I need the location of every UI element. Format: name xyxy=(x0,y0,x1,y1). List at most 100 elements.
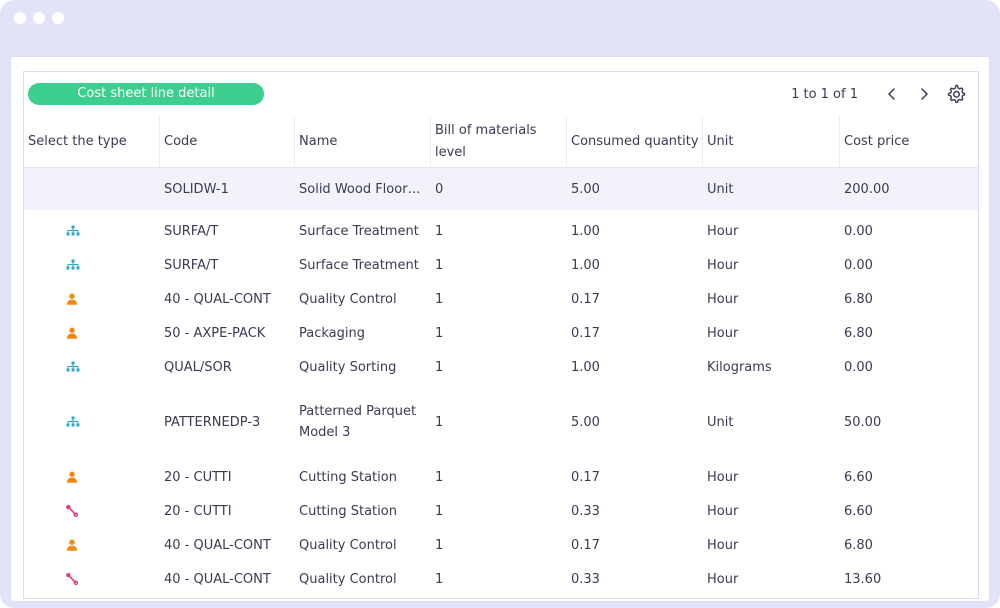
wrench-icon xyxy=(66,505,78,517)
cell-unit-text: Unit xyxy=(707,181,734,197)
previous-page-button[interactable] xyxy=(880,82,904,106)
window-dot-close[interactable] xyxy=(14,12,26,24)
cell-code: 40 - QUAL-CONT xyxy=(160,562,295,596)
cell-cost-price-text: 6.80 xyxy=(844,325,873,341)
cell-type[interactable] xyxy=(24,350,160,384)
table-row[interactable]: 20 - CUTTI Cutting Station 1 0.17 Hour 6.60 xyxy=(24,460,978,494)
cost-sheet-line-detail-button[interactable]: Cost sheet line detail xyxy=(28,83,264,105)
cell-name: Cutting Station xyxy=(295,460,431,494)
column-header-name[interactable]: Name xyxy=(295,116,431,168)
cell-name-text: Solid Wood Floor… xyxy=(299,181,421,197)
cell-bom-level-text: 1 xyxy=(435,537,444,553)
cell-consumed-quantity: 0.33 xyxy=(567,494,703,528)
column-header-type[interactable]: Select the type xyxy=(24,116,160,168)
cell-consumed-quantity: 5.00 xyxy=(567,168,703,210)
cell-consumed-quantity: 0.17 xyxy=(567,282,703,316)
cell-unit: Unit xyxy=(703,384,840,460)
cell-consumed-quantity-text: 1.00 xyxy=(571,359,600,375)
cell-type[interactable] xyxy=(24,214,160,248)
table-row[interactable]: SURFA/T Surface Treatment 1 1.00 Hour 0.00 xyxy=(24,214,978,248)
cell-code: SURFA/T xyxy=(160,214,295,248)
cell-bom-level-text: 1 xyxy=(435,223,444,239)
cell-consumed-quantity: 0.17 xyxy=(567,528,703,562)
cell-unit: Hour xyxy=(703,248,840,282)
cell-bom-level: 1 xyxy=(431,460,567,494)
cell-cost-price-text: 6.60 xyxy=(844,469,873,485)
cell-cost-price: 6.80 xyxy=(840,282,978,316)
cell-type[interactable] xyxy=(24,562,160,596)
cell-type[interactable] xyxy=(24,460,160,494)
cell-type[interactable] xyxy=(24,168,160,210)
table-row[interactable]: PATTERNEDP-3 Patterned Parquet Model 3 1 5.… xyxy=(24,384,978,460)
cell-cost-price: 0.00 xyxy=(840,214,978,248)
cell-unit: Kilograms xyxy=(703,350,840,384)
chevron-right-icon xyxy=(921,88,928,100)
cell-type[interactable] xyxy=(24,494,160,528)
table-row[interactable]: SURFA/T Surface Treatment 1 1.00 Hour 0.00 xyxy=(24,248,978,282)
table-header: Select the type Code Name Bill of materi… xyxy=(24,116,978,168)
window-dot-minimize[interactable] xyxy=(33,12,45,24)
cell-type[interactable] xyxy=(24,248,160,282)
person-icon xyxy=(66,293,78,305)
cell-code-text: 20 - CUTTI xyxy=(164,469,232,485)
cell-name: Quality Control xyxy=(295,562,431,596)
column-header-unit[interactable]: Unit xyxy=(703,116,840,168)
cell-unit-text: Hour xyxy=(707,469,739,485)
cell-type[interactable] xyxy=(24,316,160,350)
table-row[interactable]: 40 - QUAL-CONT Quality Control 1 0.17 Hour 6.… xyxy=(24,528,978,562)
cell-cost-price: 50.00 xyxy=(840,384,978,460)
cell-consumed-quantity-text: 0.33 xyxy=(571,571,600,587)
table-row[interactable]: 20 - CUTTI Cutting Station 1 0.33 Hour 6.60 xyxy=(24,494,978,528)
table-row[interactable]: QUAL/SOR Quality Sorting 1 1.00 Kilograms 0.0… xyxy=(24,350,978,384)
column-header-bom-level[interactable]: Bill of materials level xyxy=(431,116,567,168)
cell-type[interactable] xyxy=(24,384,160,460)
cell-name-text: Quality Sorting xyxy=(299,359,397,375)
cell-consumed-quantity-text: 0.17 xyxy=(571,291,600,307)
cell-code: SURFA/T xyxy=(160,248,295,282)
column-header-cost-price[interactable]: Cost price xyxy=(844,134,910,149)
cell-unit: Hour xyxy=(703,528,840,562)
window-dot-maximize[interactable] xyxy=(52,12,64,24)
wrench-icon xyxy=(66,573,78,585)
cell-consumed-quantity: 0.17 xyxy=(567,316,703,350)
cell-name: Packaging xyxy=(295,316,431,350)
cell-bom-level: 0 xyxy=(431,168,567,210)
cell-unit: Hour xyxy=(703,214,840,248)
cell-cost-price-text: 6.80 xyxy=(844,291,873,307)
cell-cost-price-text: 0.00 xyxy=(844,223,873,239)
cell-type[interactable] xyxy=(24,528,160,562)
next-page-button[interactable] xyxy=(912,82,936,106)
table-row[interactable]: 40 - QUAL-CONT Quality Control 1 0.17 Hour 6.… xyxy=(24,282,978,316)
cell-unit: Hour xyxy=(703,460,840,494)
table-settings-button[interactable] xyxy=(944,82,968,106)
cell-consumed-quantity: 1.00 xyxy=(567,214,703,248)
window-controls xyxy=(14,12,64,24)
table-toolbar: Cost sheet line detail 1 to 1 of 1 xyxy=(24,72,978,116)
cell-cost-price: 6.60 xyxy=(840,494,978,528)
table-row[interactable]: 50 - AXPE-PACK Packaging 1 0.17 Hour 6.80 xyxy=(24,316,978,350)
cell-bom-level: 1 xyxy=(431,528,567,562)
cell-bom-level-text: 1 xyxy=(435,257,444,273)
cell-unit-text: Hour xyxy=(707,325,739,341)
cell-name-text: Patterned Parquet Model 3 xyxy=(299,404,417,440)
cell-cost-price-text: 0.00 xyxy=(844,257,873,273)
cell-code-text: SURFA/T xyxy=(164,257,219,273)
cell-cost-price: 6.60 xyxy=(840,460,978,494)
table-row[interactable]: 40 - QUAL-CONT Quality Control 1 0.33 Hour 13… xyxy=(24,562,978,596)
table-row[interactable]: SOLIDW-1 Solid Wood Floor… 0 5.00 Unit 200.00 xyxy=(24,168,978,210)
cell-cost-price: 0.00 xyxy=(840,248,978,282)
cell-cost-price-text: 50.00 xyxy=(844,414,882,430)
cell-unit-text: Hour xyxy=(707,223,739,239)
cell-type[interactable] xyxy=(24,282,160,316)
cell-bom-level-text: 1 xyxy=(435,359,444,375)
cell-bom-level: 1 xyxy=(431,350,567,384)
pagination-status: 1 to 1 of 1 xyxy=(791,86,858,102)
cost-sheet-panel: Cost sheet line detail 1 to 1 of 1 xyxy=(23,71,979,599)
chevron-left-icon xyxy=(888,88,895,100)
cell-name-text: Surface Treatment xyxy=(299,223,419,239)
cell-bom-level-text: 1 xyxy=(435,469,444,485)
column-header-consumed-quantity[interactable]: Consumed quantity xyxy=(567,116,703,168)
cell-code: SOLIDW-1 xyxy=(160,168,295,210)
column-header-code[interactable]: Code xyxy=(160,116,295,168)
cell-unit-text: Hour xyxy=(707,537,739,553)
